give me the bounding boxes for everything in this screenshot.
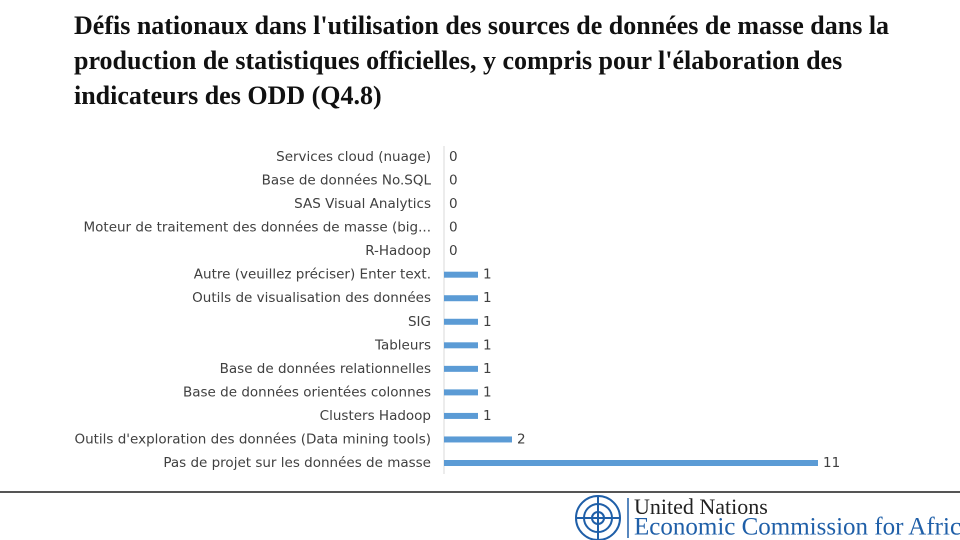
bar [444, 365, 478, 372]
data-label: 0 [449, 243, 458, 259]
data-label: 0 [449, 196, 458, 212]
data-label: 1 [483, 314, 492, 330]
data-label: 2 [517, 431, 526, 447]
category-label: R-Hadoop [365, 243, 431, 259]
bar [444, 271, 478, 278]
bar [444, 295, 478, 302]
category-label: Clusters Hadoop [320, 408, 431, 424]
bar [444, 460, 818, 466]
category-label: Tableurs [374, 337, 431, 353]
data-label: 1 [483, 408, 492, 424]
category-label: Base de données relationnelles [220, 361, 431, 377]
data-label: 1 [483, 361, 492, 377]
bar [444, 318, 478, 325]
data-label: 1 [483, 384, 492, 400]
data-label: 1 [483, 267, 492, 283]
data-label: 1 [483, 290, 492, 306]
bar [444, 436, 512, 443]
un-emblem [575, 495, 621, 540]
category-label: Outils d'exploration des données (Data m… [74, 431, 431, 447]
data-label: 11 [823, 455, 840, 471]
category-label: Pas de projet sur les données de masse [163, 455, 431, 471]
category-label: SAS Visual Analytics [294, 196, 431, 212]
category-label: Base de données orientées colonnes [183, 384, 431, 400]
category-label: Outils de visualisation des données [192, 290, 431, 306]
data-label: 0 [449, 173, 458, 189]
category-label: Autre (veuillez préciser) Enter text. [194, 267, 431, 283]
category-label: Moteur de traitement des données de mass… [84, 220, 432, 236]
category-label: SIG [408, 314, 431, 330]
data-label: 0 [449, 220, 458, 236]
data-label: 0 [449, 149, 458, 165]
org-name: United Nations [634, 494, 768, 519]
bar [444, 342, 478, 349]
bar [444, 389, 478, 396]
bar [444, 412, 478, 419]
category-label: Base de données No.SQL [262, 173, 432, 189]
chart-title: Défis nationaux dans l'utilisation des s… [74, 11, 890, 110]
commission-name: Economic Commission for Africa [634, 514, 960, 540]
category-label: Services cloud (nuage) [276, 149, 431, 165]
data-label: 1 [483, 337, 492, 353]
